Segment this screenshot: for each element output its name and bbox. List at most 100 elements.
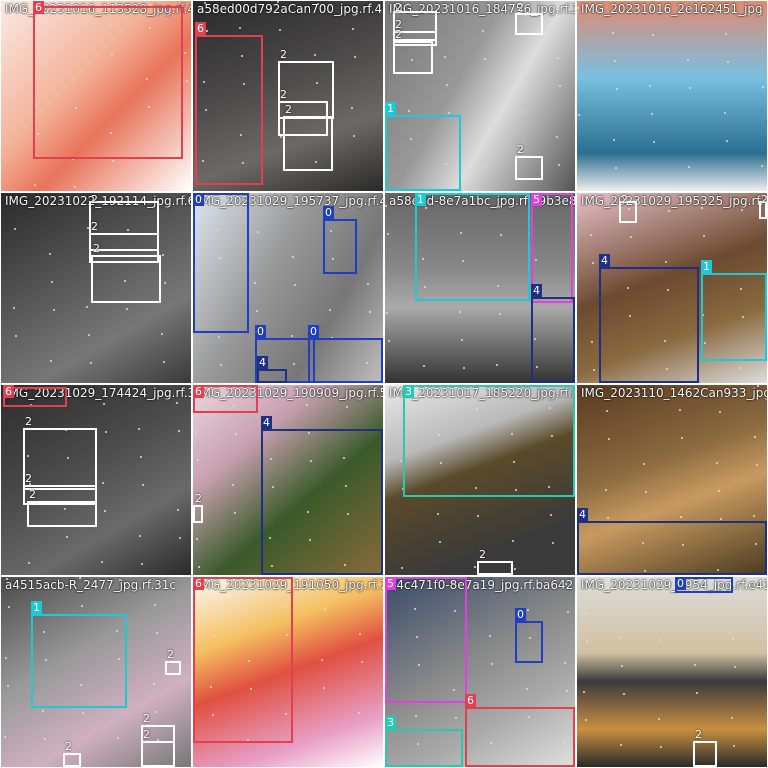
noise-dot [499,313,501,315]
noise-dot [739,367,741,369]
noise-dot [649,85,651,87]
noise-dot [552,542,554,544]
noise-dot [734,666,736,668]
noise-dot [293,363,295,365]
noise-dot [697,613,699,615]
bbox-class-2 [89,233,159,263]
bbox-label: 2 [143,712,150,725]
image-tile[interactable]: a4c471f0-8e7a19_jpg.rf.ba642 5 0 6 3 [385,577,575,767]
tile-filename: a58ed00d792aCan700_jpg.rf.4 [197,2,383,16]
noise-dot [567,611,569,613]
noise-dot [440,462,442,464]
noise-dot [8,606,10,608]
noise-dot [535,259,537,261]
noise-dot [583,691,585,693]
noise-dot [346,406,348,408]
noise-dot [12,200,14,202]
noise-dot [269,537,271,539]
noise-dot [549,407,551,409]
image-tile[interactable]: IMG_20231029_195737_jpg.rf.4 0 0 0 0 4 [193,193,383,383]
image-tile[interactable]: a4515acb-R_2477_jpg.rf.31c 1 2 2 2 2 [1,577,191,767]
noise-dot [280,136,282,138]
noise-dot [270,458,272,460]
bbox-class-2 [393,31,437,46]
image-tile[interactable]: IMG_20231022_192114_jpg.rf.6 2 2 2 [1,193,191,383]
noise-dot [317,3,319,5]
image-tile[interactable]: IMG_20231029_195325_jpg.rf.3 2 4 1 2 [577,193,767,383]
tile-image [577,385,767,575]
noise-dot [622,586,624,588]
bbox-label: 0 [193,193,204,206]
noise-dot [513,461,515,463]
noise-dot [6,578,8,580]
noise-dot [316,82,318,84]
noise-dot [67,457,69,459]
bbox-label: 2 [695,728,702,741]
bbox-label: 1 [415,193,426,206]
noise-dot [43,631,45,633]
noise-dot [477,515,479,517]
noise-dot [248,660,250,662]
noise-dot [90,362,92,364]
noise-dot [742,316,744,318]
noise-dot [566,690,568,692]
noise-dot [142,484,144,486]
noise-dot [423,365,425,367]
image-tile[interactable]: IMG_20231017_185220_jpg.rf.be 3 2 [385,385,575,575]
noise-dot [386,312,388,314]
noise-dot [361,661,363,663]
image-tile[interactable]: IMG_20231029_1954_jpg.rf.e415 0 2 [577,577,767,767]
image-tile[interactable]: IMG_20231029_191050_jpg.rf.7 6 [193,577,383,767]
noise-dot [285,713,287,715]
noise-dot [475,487,477,489]
noise-dot [345,485,347,487]
bbox-class-0 [323,219,357,274]
noise-dot [605,489,607,491]
bbox-label: 2 [280,88,287,101]
noise-dot [627,287,629,289]
noise-dot [110,132,112,134]
noise-dot [155,711,157,713]
noise-dot [272,486,274,488]
noise-dot [388,340,390,342]
image-tile[interactable]: a58ed00d792aCan700_jpg.rf.4 6 2 2 2 [193,1,383,191]
tile-image [577,1,767,191]
noise-dot [704,342,706,344]
image-tile[interactable]: IMG_20231029_174424_jpg.rf.3 2 2 2 6 [1,385,191,575]
bbox-class-2 [23,485,97,505]
bbox-label: 3 [385,716,396,729]
image-tile[interactable]: IMG_20231016_2e162451_jpg [577,1,767,191]
noise-dot [644,570,646,572]
noise-dot [557,57,559,59]
noise-dot [212,714,214,716]
noise-dot [217,229,219,231]
noise-dot [643,463,645,465]
bbox-class-2 [63,753,81,767]
bbox-label: 2 [395,1,402,14]
noise-dot [286,634,288,636]
noise-dot [512,540,514,542]
noise-dot [126,308,128,310]
noise-dot [719,411,721,413]
noise-dot [138,428,140,430]
bbox-class-2 [91,255,161,303]
noise-dot [310,460,312,462]
noise-dot [727,61,729,63]
noise-dot [410,138,412,140]
noise-dot [255,203,257,205]
noise-dot [620,744,622,746]
noise-dot [462,260,464,262]
noise-dot [153,683,155,685]
noise-dot [584,612,586,614]
bbox-label: 6 [193,577,204,590]
noise-dot [582,584,584,586]
image-tile[interactable]: a58e2d-8e7a1bc_jpg.rf.79b3e8f 1 5 4 [385,193,575,383]
noise-dot [565,583,567,585]
noise-dot [156,632,158,634]
image-tile[interactable]: IMG_20231029_190909_jpg.rf.57 6 4 2 [193,385,383,575]
image-tile[interactable]: IMG_20231016_113528_jpg.rf.4 6 [1,1,191,191]
image-tile[interactable]: IMG_20231016_184756_jpg.rf.3 2 2 2 2 1 2 [385,1,575,191]
tile-image [1,1,191,191]
image-tile[interactable]: IMG_2023110_1462Can933_jpg.rf.9 4 [577,385,767,575]
